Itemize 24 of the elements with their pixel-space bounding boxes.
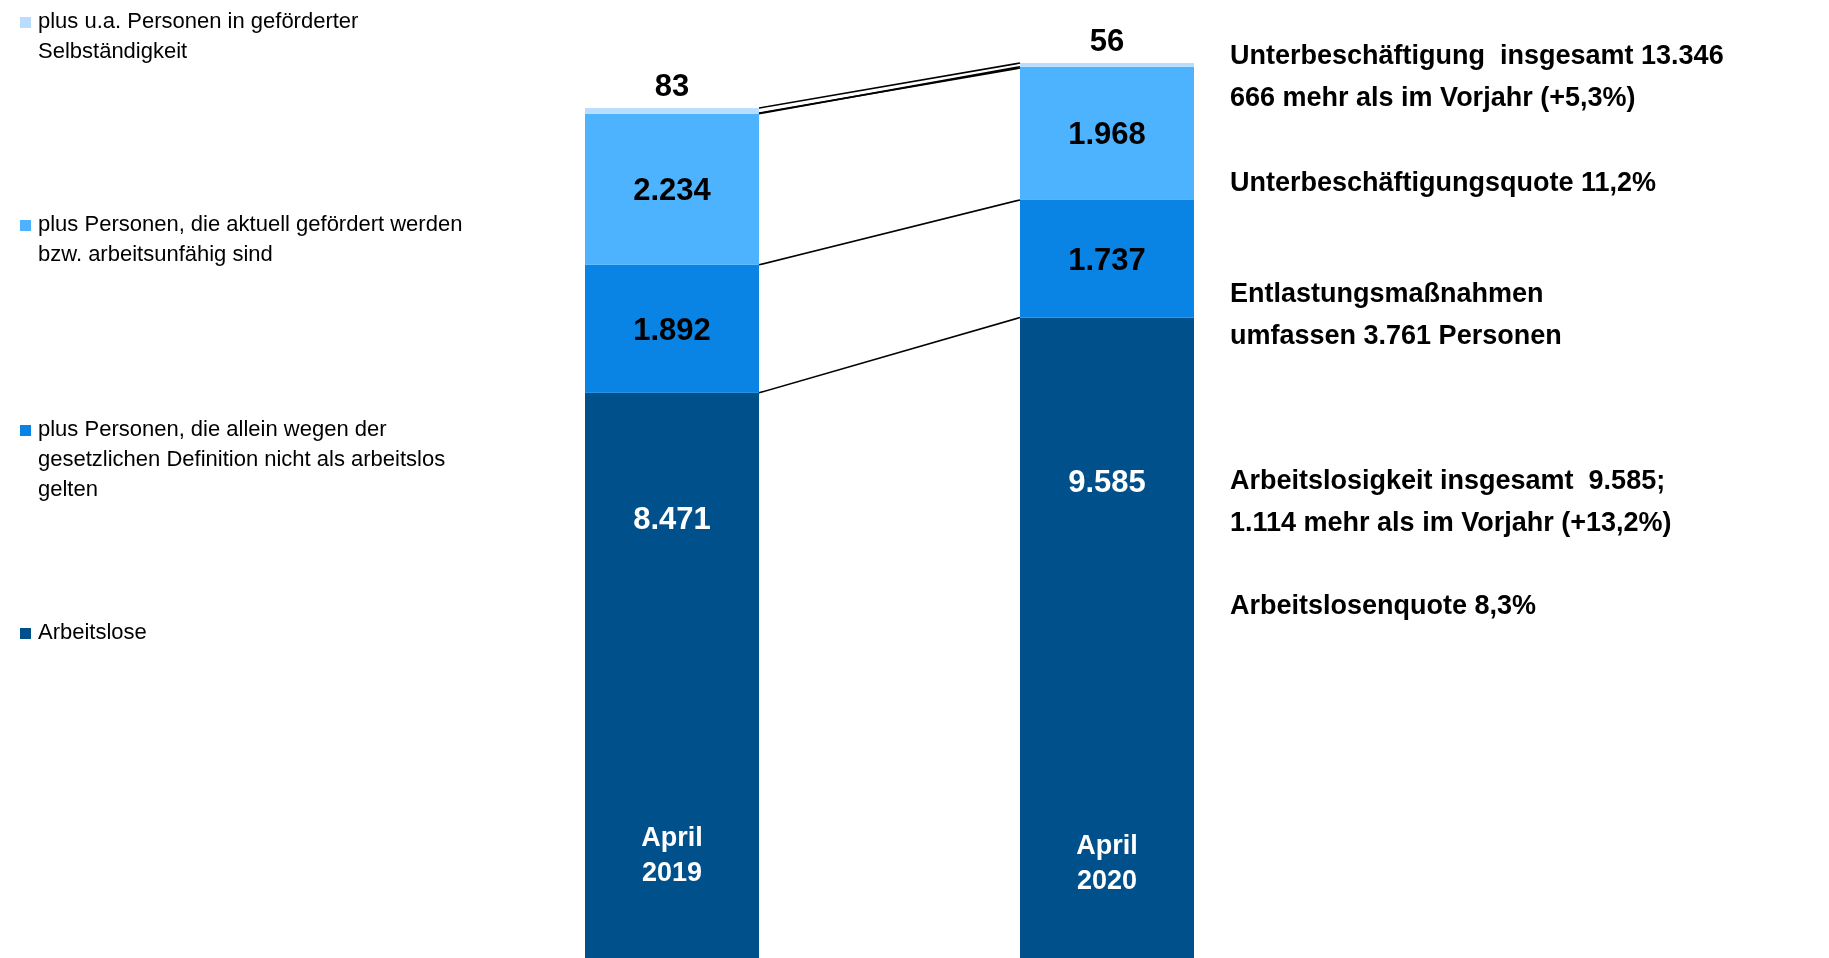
- data-label: 83: [654, 68, 690, 104]
- annotation: Arbeitslosigkeit insgesamt 9.585; 1.114 mehr als im Vorjahr (+13,2%): [1230, 465, 1672, 537]
- x-tick-label: April 2020: [1076, 830, 1138, 895]
- annotation: Arbeitslosenquote 8,3%: [1230, 590, 1537, 620]
- bar: [585, 113, 759, 265]
- data-label: 1.892: [633, 311, 711, 347]
- data-label: 56: [1089, 23, 1125, 58]
- legend-label: plus Personen, die allein wegen der gesetzlichen Definition nicht als arbeitslos gelten: [38, 416, 446, 501]
- data-label: 9.585: [1068, 463, 1146, 499]
- x-tick-label: April 2019: [641, 822, 703, 887]
- bar: [1020, 66, 1194, 200]
- data-label: 8.471: [633, 501, 711, 537]
- bar: [1020, 199, 1194, 318]
- legend-label: Arbeitslose: [38, 619, 147, 644]
- data-label: 1.737: [1068, 241, 1146, 277]
- legend-label: plus u.a. Personen in geförderter Selbständigkeit: [38, 8, 359, 63]
- legend-label: plus Personen, die aktuell gefördert werden bzw. arbeitsunfähig sind: [38, 211, 463, 266]
- annotation: Entlastungsmaßnahmen umfassen 3.761 Personen: [1230, 278, 1562, 350]
- data-label: 2.234: [633, 172, 712, 208]
- bar: [585, 108, 759, 114]
- annotation: Unterbeschäftigung insgesamt 13.346 666 mehr als im Vorjahr (+5,3%): [1230, 40, 1724, 112]
- bar: [1020, 63, 1194, 67]
- data-label: 1.968: [1068, 116, 1146, 152]
- annotation: Unterbeschäftigungsquote 11,2%: [1230, 167, 1657, 197]
